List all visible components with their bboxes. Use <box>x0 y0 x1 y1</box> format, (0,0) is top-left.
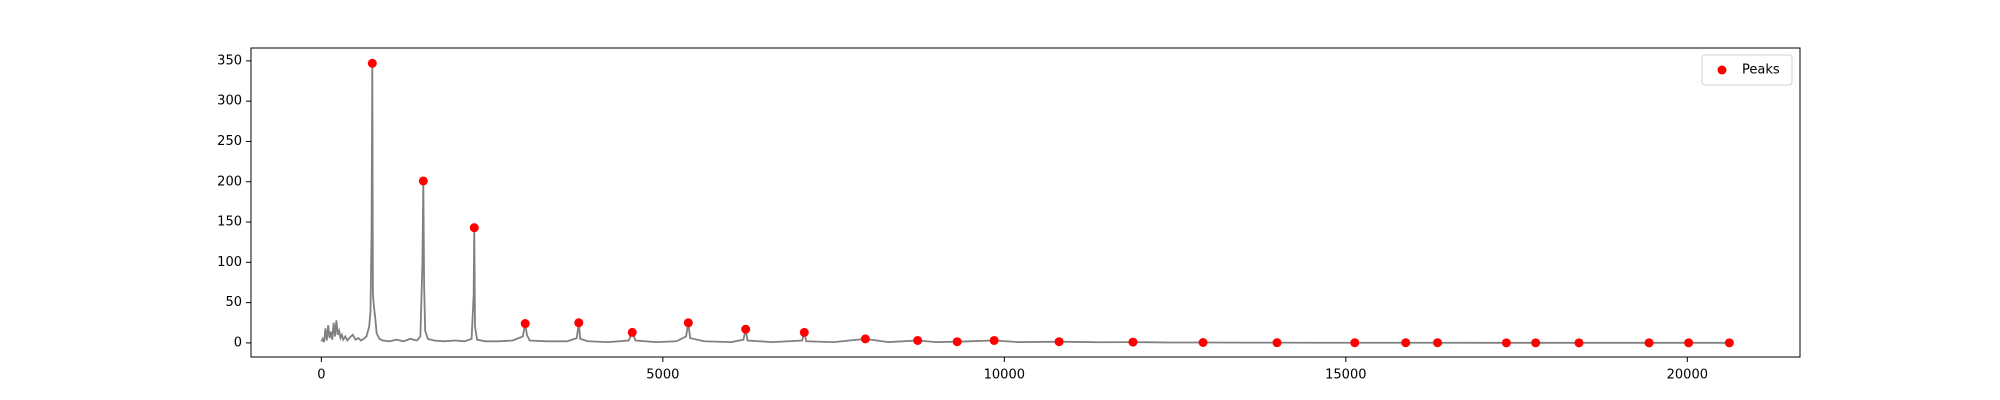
y-tick-label: 0 <box>234 335 242 350</box>
peak-marker <box>1128 337 1138 347</box>
peak-marker <box>1054 337 1064 347</box>
y-tick-label: 200 <box>217 174 242 189</box>
legend-box <box>1701 54 1793 86</box>
y-tick-label: 350 <box>217 53 242 68</box>
peak-marker <box>1272 338 1282 348</box>
x-tick-label: 15000 <box>1325 368 1366 383</box>
peak-marker <box>1401 338 1411 348</box>
peak-marker <box>683 318 693 328</box>
x-tick-label: 0 <box>317 368 325 383</box>
spectrum-line <box>320 63 1730 344</box>
y-tick-label: 150 <box>217 215 242 230</box>
y-tick-label: 50 <box>225 295 242 310</box>
y-tick-label: 300 <box>217 94 242 109</box>
plot-frame <box>250 47 1801 358</box>
legend-marker <box>1717 65 1727 75</box>
peak-marker <box>1574 338 1584 348</box>
peak-marker <box>1433 338 1443 348</box>
peak-marker <box>741 324 751 334</box>
peak-marker <box>989 335 999 345</box>
peak-marker <box>1531 338 1541 348</box>
peak-marker <box>860 334 870 344</box>
peak-marker <box>1198 337 1208 347</box>
legend-label: Peaks <box>1742 63 1780 78</box>
x-tick-label: 20000 <box>1667 368 1708 383</box>
y-tick-label: 100 <box>217 255 242 270</box>
peak-marker <box>520 319 530 329</box>
peak-marker <box>952 337 962 347</box>
x-tick-label: 5000 <box>646 368 679 383</box>
x-tick-label: 10000 <box>984 368 1025 383</box>
peak-marker <box>913 335 923 345</box>
peak-marker <box>574 318 584 328</box>
peak-marker <box>1350 338 1360 348</box>
peak-marker <box>627 327 637 337</box>
peak-marker <box>1684 338 1694 348</box>
peak-marker <box>1501 338 1511 348</box>
peak-marker <box>1724 338 1734 348</box>
peak-marker <box>1644 338 1654 348</box>
peak-marker <box>367 58 377 68</box>
peak-marker <box>418 176 428 186</box>
peak-marker <box>469 223 479 233</box>
y-tick-label: 250 <box>217 134 242 149</box>
peak-marker <box>799 327 809 337</box>
